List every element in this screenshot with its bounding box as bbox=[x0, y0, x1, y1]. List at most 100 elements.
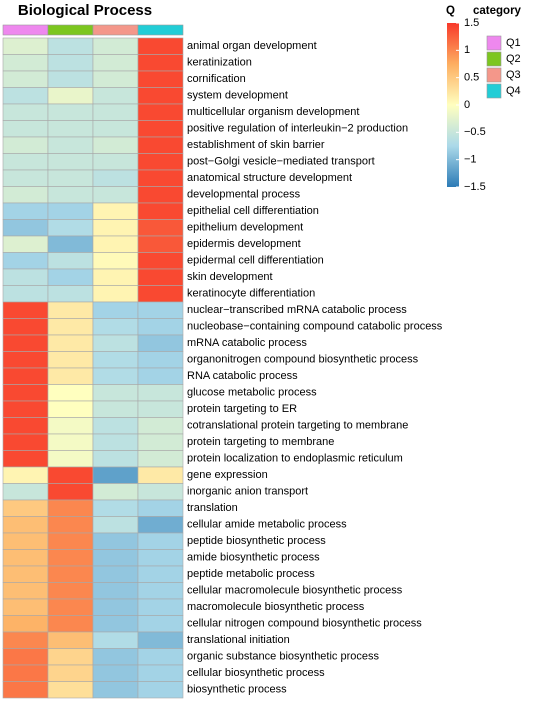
heatmap-cell bbox=[2, 120, 49, 138]
heatmap-cell bbox=[2, 153, 49, 171]
heatmap-cell bbox=[2, 103, 49, 121]
heatmap-cell bbox=[92, 450, 139, 468]
heatmap-cell bbox=[137, 252, 184, 270]
heatmap-cell bbox=[137, 87, 184, 105]
colorbar-tick-label: 1 bbox=[464, 44, 470, 56]
heatmap-cell bbox=[47, 351, 94, 369]
row-label: gene expression bbox=[187, 469, 268, 481]
heatmap-cell bbox=[92, 70, 139, 88]
heatmap-cell bbox=[2, 37, 49, 55]
legend-label: Q3 bbox=[506, 69, 521, 81]
row-label: peptide metabolic process bbox=[187, 568, 315, 580]
heatmap-cell bbox=[137, 351, 184, 369]
heatmap-cell bbox=[47, 417, 94, 435]
heatmap-cell bbox=[137, 400, 184, 418]
heatmap-cell bbox=[2, 87, 49, 105]
heatmap-cell bbox=[92, 235, 139, 253]
heatmap-cell bbox=[2, 384, 49, 402]
row-label: RNA catabolic process bbox=[187, 370, 298, 382]
heatmap-cell bbox=[47, 466, 94, 484]
heatmap-cell bbox=[47, 318, 94, 336]
heatmap-cell bbox=[47, 202, 94, 220]
heatmap-cell bbox=[2, 565, 49, 583]
heatmap-cell bbox=[47, 334, 94, 352]
heatmap-cell bbox=[92, 400, 139, 418]
heatmap-cell bbox=[137, 54, 184, 72]
heatmap-cell bbox=[47, 268, 94, 286]
heatmap-cell bbox=[2, 648, 49, 666]
heatmap-cell bbox=[137, 384, 184, 402]
row-label: nucleobase−containing compound catabolic… bbox=[187, 321, 443, 333]
heatmap-cell bbox=[47, 664, 94, 682]
heatmap-cell bbox=[2, 582, 49, 600]
row-label: protein targeting to membrane bbox=[187, 436, 334, 448]
heatmap-cell bbox=[137, 70, 184, 88]
row-label: skin development bbox=[187, 271, 273, 283]
heatmap-cell bbox=[137, 664, 184, 682]
colorbar-tick-label: −0.5 bbox=[464, 126, 486, 138]
heatmap-cell bbox=[2, 252, 49, 270]
colorbar-title: Q bbox=[446, 5, 455, 17]
row-label: epidermal cell differentiation bbox=[187, 255, 324, 267]
row-label: nuclear−transcribed mRNA catabolic proce… bbox=[187, 304, 407, 316]
heatmap-cell bbox=[92, 631, 139, 649]
heatmap-cell bbox=[92, 516, 139, 534]
heatmap-cell bbox=[137, 301, 184, 319]
heatmap-cell bbox=[47, 169, 94, 187]
heatmap-cell bbox=[47, 565, 94, 583]
heatmap-cell bbox=[137, 549, 184, 567]
heatmap-cell bbox=[137, 582, 184, 600]
row-label: glucose metabolic process bbox=[187, 387, 317, 399]
heatmap-cell bbox=[47, 499, 94, 517]
heatmap-cell bbox=[137, 37, 184, 55]
row-label: peptide biosynthetic process bbox=[187, 535, 326, 547]
heatmap-cell bbox=[137, 318, 184, 336]
heatmap-cell bbox=[2, 268, 49, 286]
row-label: epidermis development bbox=[187, 238, 301, 250]
row-label: macromolecule biosynthetic process bbox=[187, 601, 365, 613]
heatmap-cell bbox=[92, 417, 139, 435]
heatmap-cell bbox=[137, 483, 184, 501]
heatmap-cell bbox=[92, 483, 139, 501]
heatmap-cell bbox=[92, 120, 139, 138]
row-label: inorganic anion transport bbox=[187, 486, 308, 498]
row-label: epithelium development bbox=[187, 222, 303, 234]
row-label: positive regulation of interleukin−2 pro… bbox=[187, 123, 408, 135]
row-label: translation bbox=[187, 502, 238, 514]
heatmap-cell bbox=[92, 252, 139, 270]
heatmap-cell bbox=[137, 532, 184, 550]
legend-swatch bbox=[486, 67, 502, 83]
heatmap-cell bbox=[92, 334, 139, 352]
heatmap-cell bbox=[47, 54, 94, 72]
row-label: cellular nitrogen compound biosynthetic … bbox=[187, 618, 422, 630]
heatmap-cell bbox=[92, 318, 139, 336]
heatmap-cell bbox=[47, 516, 94, 534]
row-label: keratinization bbox=[187, 57, 252, 69]
heatmap-cell bbox=[47, 681, 94, 699]
heatmap-cell bbox=[137, 169, 184, 187]
row-label: animal organ development bbox=[187, 40, 317, 52]
heatmap-cell bbox=[92, 598, 139, 616]
heatmap-cell bbox=[92, 532, 139, 550]
legend-label: Q2 bbox=[506, 53, 521, 65]
heatmap-cell bbox=[47, 433, 94, 451]
heatmap-cell bbox=[47, 384, 94, 402]
colorbar-tick-label: 0 bbox=[464, 99, 470, 111]
heatmap-cell bbox=[47, 367, 94, 385]
heatmap-cell bbox=[92, 648, 139, 666]
heatmap-cell bbox=[2, 417, 49, 435]
row-label: protein targeting to ER bbox=[187, 403, 297, 415]
heatmap-cell bbox=[47, 301, 94, 319]
row-label: developmental process bbox=[187, 189, 301, 201]
heatmap-cell bbox=[47, 37, 94, 55]
heatmap-cell bbox=[2, 681, 49, 699]
column-annotation bbox=[47, 24, 94, 36]
heatmap-cell bbox=[137, 202, 184, 220]
heatmap-cell bbox=[92, 433, 139, 451]
heatmap-cell bbox=[47, 219, 94, 237]
heatmap-cell bbox=[2, 598, 49, 616]
heatmap-cell bbox=[2, 235, 49, 253]
heatmap-cell bbox=[92, 87, 139, 105]
heatmap-cell bbox=[47, 483, 94, 501]
heatmap-cell bbox=[92, 202, 139, 220]
